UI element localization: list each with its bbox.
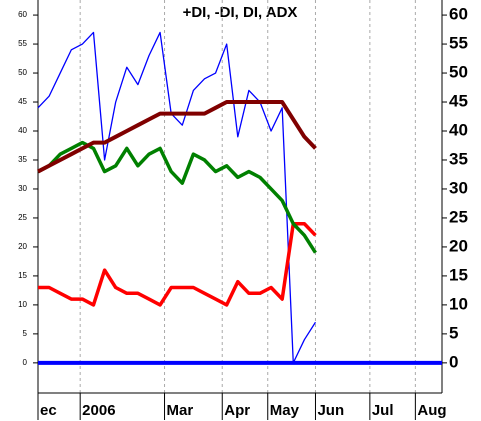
- y2-tick-label: 40: [449, 120, 468, 139]
- y2-tick-label: 10: [449, 294, 468, 313]
- y-tick-label: 25: [18, 213, 27, 222]
- y-tick-label: 20: [18, 242, 27, 251]
- x-tick-label: Apr: [224, 402, 250, 419]
- y2-tick-label: 5: [449, 323, 458, 342]
- x-tick-label: 2006: [82, 402, 115, 419]
- y2-tick-label: 0: [449, 352, 458, 371]
- y2-tick-label: 35: [449, 149, 468, 168]
- y2-tick-label: 60: [449, 5, 468, 24]
- y-tick-label: 10: [18, 300, 27, 309]
- y-tick-label: 0: [23, 358, 28, 367]
- y2-tick-label: 25: [449, 207, 468, 226]
- x-tick-label: May: [270, 402, 300, 419]
- y-tick-label: 60: [18, 10, 27, 19]
- line-series: [37, 100, 317, 174]
- y-tick-label: 50: [18, 68, 27, 77]
- y2-tick-label: 30: [449, 178, 468, 197]
- y2-tick-label: 15: [449, 265, 468, 284]
- x-tick-label: Jul: [372, 402, 394, 419]
- y-tick-label: 35: [18, 155, 27, 164]
- line-series: [38, 221, 317, 307]
- chart-title: +DI, -DI, DI, ADX: [183, 4, 298, 21]
- y-tick-label: 15: [18, 271, 27, 280]
- y-tick-label: 45: [18, 97, 27, 106]
- y-tick-label: 5: [23, 329, 28, 338]
- x-tick-label: ec: [40, 402, 57, 419]
- x-tick-label: Mar: [167, 402, 194, 419]
- y2-tick-label: 20: [449, 236, 468, 255]
- y2-tick-label: 45: [449, 92, 468, 111]
- line-series: [37, 140, 317, 254]
- y-tick-label: 30: [18, 184, 27, 193]
- x-tick-label: Jun: [317, 402, 344, 419]
- y-tick-label: 40: [18, 126, 27, 135]
- y2-tick-label: 55: [449, 34, 468, 53]
- line-series: [37, 31, 317, 364]
- x-tick-label: Aug: [417, 402, 446, 419]
- y-tick-label: 55: [18, 39, 27, 48]
- y2-tick-label: 50: [449, 63, 468, 82]
